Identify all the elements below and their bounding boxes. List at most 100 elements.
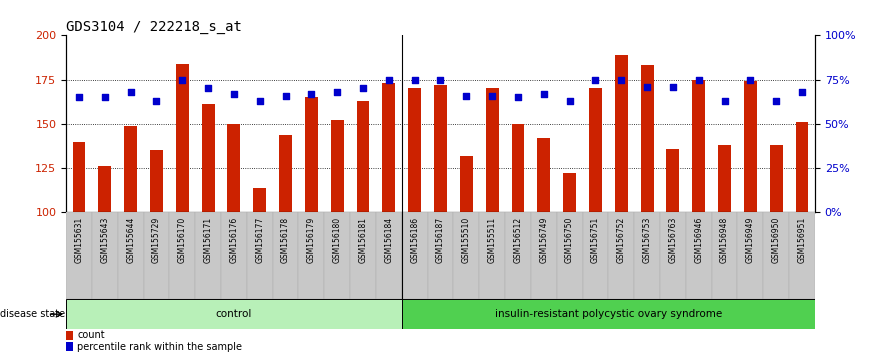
Text: GSM156187: GSM156187 [436,217,445,263]
Bar [609,212,634,299]
Bar [408,88,421,212]
Text: GSM156512: GSM156512 [514,217,522,263]
Bar [737,212,763,299]
Point [614,77,628,82]
Text: GSM155644: GSM155644 [126,217,135,263]
Bar [718,145,731,212]
Text: GSM156170: GSM156170 [178,217,187,263]
Text: GSM156752: GSM156752 [617,217,626,263]
Bar [640,65,654,212]
Bar [402,299,815,329]
Point [123,89,137,95]
Bar [402,212,427,299]
Bar [427,212,454,299]
Bar [460,156,473,212]
Text: GSM155729: GSM155729 [152,217,161,263]
Bar [666,149,679,212]
Bar [770,145,782,212]
Point [304,91,318,97]
Text: control: control [216,309,252,319]
Text: GSM156749: GSM156749 [539,217,548,263]
Bar [763,212,789,299]
Text: GSM155631: GSM155631 [75,217,84,263]
Bar [72,142,85,212]
Bar [118,212,144,299]
Bar [176,64,189,212]
Bar [660,212,685,299]
Bar [531,212,557,299]
Point [150,98,164,104]
Point [98,95,112,100]
Bar [634,212,660,299]
Bar [99,166,111,212]
Bar [92,212,118,299]
Bar [330,120,344,212]
Bar [434,85,447,212]
Bar [254,188,266,212]
Point [640,84,654,90]
Point [563,98,577,104]
Bar [582,212,609,299]
Bar [454,212,479,299]
Point [795,89,809,95]
Bar [685,212,712,299]
Text: GSM155643: GSM155643 [100,217,109,263]
Point [717,98,731,104]
Bar [796,122,809,212]
Text: GSM156753: GSM156753 [642,217,652,263]
Bar [66,212,92,299]
Text: GSM156184: GSM156184 [384,217,393,263]
Text: GSM156946: GSM156946 [694,217,703,263]
Bar [712,212,737,299]
Bar [324,212,350,299]
Point [278,93,292,98]
Bar [299,212,324,299]
Text: GSM156186: GSM156186 [411,217,419,263]
Text: GSM156178: GSM156178 [281,217,290,263]
Bar [169,212,196,299]
Point [692,77,706,82]
Bar [789,212,815,299]
Text: GSM156177: GSM156177 [255,217,264,263]
Bar [247,212,272,299]
Point [433,77,448,82]
Point [330,89,344,95]
Bar [376,212,402,299]
Bar [563,173,576,212]
Text: GSM156948: GSM156948 [720,217,729,263]
Bar [305,97,318,212]
Text: insulin-resistant polycystic ovary syndrome: insulin-resistant polycystic ovary syndr… [495,309,722,319]
Point [356,86,370,91]
Text: GSM156950: GSM156950 [772,217,781,263]
Point [72,95,86,100]
Text: GSM156179: GSM156179 [307,217,316,263]
Bar [272,212,299,299]
Point [175,77,189,82]
Bar [202,104,215,212]
Bar [537,138,551,212]
Text: GSM156951: GSM156951 [797,217,806,263]
Point [408,77,422,82]
Text: percentile rank within the sample: percentile rank within the sample [78,342,242,352]
Bar [615,55,627,212]
Point [459,93,473,98]
Bar [557,212,582,299]
Bar [512,124,524,212]
Bar [589,88,602,212]
Point [511,95,525,100]
Bar [744,81,757,212]
Text: disease state: disease state [0,309,65,319]
Text: GSM156181: GSM156181 [359,217,367,263]
Bar [66,342,73,351]
Text: GSM156750: GSM156750 [565,217,574,263]
Text: GSM156751: GSM156751 [591,217,600,263]
Bar [124,126,137,212]
Bar [357,101,369,212]
Text: GDS3104 / 222218_s_at: GDS3104 / 222218_s_at [66,21,242,34]
Point [485,93,500,98]
Text: GSM156171: GSM156171 [204,217,212,263]
Bar [196,212,221,299]
Point [537,91,551,97]
Bar [66,331,73,339]
Bar [485,88,499,212]
